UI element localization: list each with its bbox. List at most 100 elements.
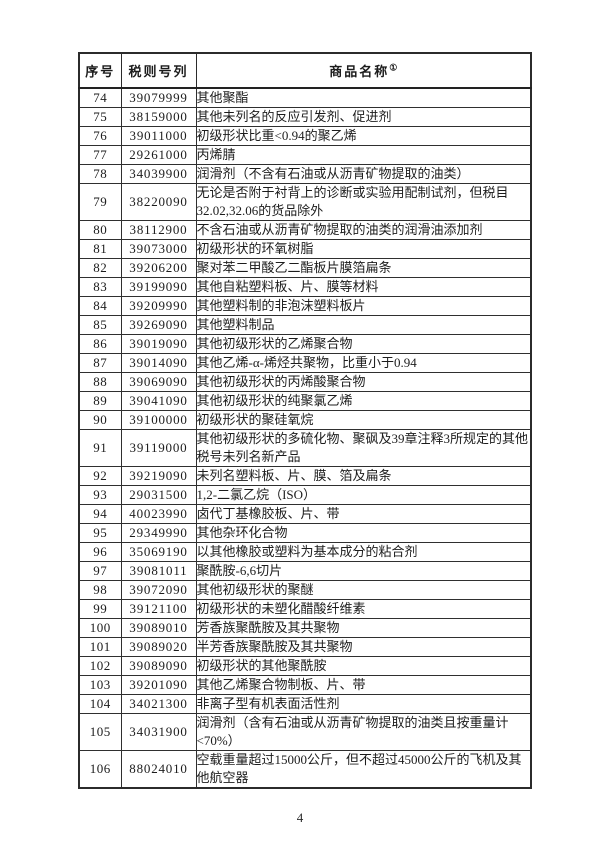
cell-serial-number: 97 [78,561,122,581]
table-row: 85 39269090 其他塑料制品 [78,315,532,335]
cell-tariff-code: 38112900 [120,220,197,240]
page-number: 4 [296,810,304,825]
cell-product-name: 卤代丁基橡胶板、片、带 [195,504,532,524]
table-row: 82 39206200 聚对苯二甲酸乙二酯板片膜箔扁条 [78,258,532,278]
cell-serial-number: 106 [78,750,122,789]
cell-tariff-code: 39089020 [120,637,197,657]
header-tariff-code: 税则号列 [120,52,197,89]
cell-product-name: 其他塑料制品 [195,315,532,335]
table-row: 101 39089020 半芳香族聚酰胺及其共聚物 [78,637,532,657]
cell-product-name: 初级形状的环氧树脂 [195,239,532,259]
cell-tariff-code: 39119000 [120,429,197,467]
cell-tariff-code: 39081011 [120,561,197,581]
cell-product-name: 无论是否附于衬背上的诊断或实验用配制试剂，但税目32.02,32.06的货品除外 [195,183,532,221]
cell-tariff-code: 39014090 [120,353,197,373]
table-row: 81 39073000 初级形状的环氧树脂 [78,239,532,259]
cell-serial-number: 98 [78,580,122,600]
cell-tariff-code: 39100000 [120,410,197,430]
table-row: 89 39041090 其他初级形状的纯聚氯乙烯 [78,391,532,411]
cell-product-name: 以其他橡胶或塑料为基本成分的粘合剂 [195,542,532,562]
table-row: 80 38112900 不含石油或从沥青矿物提取的油类的润滑油添加剂 [78,220,532,240]
cell-tariff-code: 29031500 [120,485,197,505]
cell-serial-number: 79 [78,183,122,221]
cell-serial-number: 76 [78,126,122,146]
cell-product-name: 非离子型有机表面活性剂 [195,694,532,714]
cell-product-name: 其他初级形状的多硫化物、聚砜及39章注释3所规定的其他税号未列名新产品 [195,429,532,467]
cell-serial-number: 93 [78,485,122,505]
cell-tariff-code: 39089010 [120,618,197,638]
cell-tariff-code: 39199090 [120,277,197,297]
cell-product-name: 1,2-二氯乙烷（ISO） [195,485,532,505]
cell-serial-number: 80 [78,220,122,240]
cell-serial-number: 101 [78,637,122,657]
cell-product-name: 芳香族聚酰胺及其共聚物 [195,618,532,638]
table-row: 87 39014090 其他乙烯-α-烯烃共聚物，比重小于0.94 [78,353,532,373]
table-row: 83 39199090 其他自粘塑料板、片、膜等材料 [78,277,532,297]
cell-serial-number: 81 [78,239,122,259]
cell-serial-number: 100 [78,618,122,638]
table-row: 79 38220090 无论是否附于衬背上的诊断或实验用配制试剂，但税目32.02,… [78,183,532,221]
cell-product-name: 其他塑料制的非泡沫塑料板片 [195,296,532,316]
cell-tariff-code: 39041090 [120,391,197,411]
table-row: 86 39019090 其他初级形状的乙烯聚合物 [78,334,532,354]
cell-serial-number: 86 [78,334,122,354]
cell-serial-number: 90 [78,410,122,430]
table-row: 96 35069190 以其他橡胶或塑料为基本成分的粘合剂 [78,542,532,562]
cell-tariff-code: 35069190 [120,542,197,562]
cell-product-name: 空载重量超过15000公斤，但不超过45000公斤的飞机及其他航空器 [195,750,532,789]
header-product-name: 商品名称① [195,52,532,89]
cell-serial-number: 78 [78,164,122,184]
table-row: 97 39081011 聚酰胺-6,6切片 [78,561,532,581]
table-row: 93 29031500 1,2-二氯乙烷（ISO） [78,485,532,505]
cell-tariff-code: 38220090 [120,183,197,221]
tariff-table: 序号 税则号列 商品名称① 74 39079999 其他聚酯 75 38159000 其他… [78,52,532,789]
cell-serial-number: 84 [78,296,122,316]
cell-serial-number: 87 [78,353,122,373]
cell-tariff-code: 39219090 [120,466,197,486]
cell-tariff-code: 39079999 [120,87,197,108]
cell-product-name: 不含石油或从沥青矿物提取的油类的润滑油添加剂 [195,220,532,240]
table-row: 91 39119000 其他初级形状的多硫化物、聚砜及39章注释3所规定的其他税号未… [78,429,532,467]
cell-product-name: 其他初级形状的乙烯聚合物 [195,334,532,354]
cell-product-name: 初级形状的未塑化醋酸纤维素 [195,599,532,619]
cell-serial-number: 89 [78,391,122,411]
table-row: 95 29349990 其他杂环化合物 [78,523,532,543]
cell-product-name: 聚对苯二甲酸乙二酯板片膜箔扁条 [195,258,532,278]
cell-tariff-code: 39011000 [120,126,197,146]
cell-tariff-code: 39019090 [120,334,197,354]
cell-product-name: 润滑剂（含有石油或从沥青矿物提取的油类且按重量计<70%） [195,713,532,751]
cell-serial-number: 85 [78,315,122,335]
cell-tariff-code: 39121100 [120,599,197,619]
cell-serial-number: 82 [78,258,122,278]
cell-product-name: 丙烯腈 [195,145,532,165]
cell-tariff-code: 34021300 [120,694,197,714]
cell-tariff-code: 39069090 [120,372,197,392]
cell-tariff-code: 34039900 [120,164,197,184]
table-row: 106 88024010 空载重量超过15000公斤，但不超过45000公斤的飞机及… [78,750,532,789]
table-row: 98 39072090 其他初级形状的聚醚 [78,580,532,600]
footnote-marker: ① [389,62,398,73]
cell-tariff-code: 39269090 [120,315,197,335]
cell-tariff-code: 39206200 [120,258,197,278]
table-row: 75 38159000 其他未列名的反应引发剂、促进剂 [78,107,532,127]
cell-serial-number: 99 [78,599,122,619]
table-row: 90 39100000 初级形状的聚硅氧烷 [78,410,532,430]
cell-serial-number: 96 [78,542,122,562]
table-row: 94 40023990 卤代丁基橡胶板、片、带 [78,504,532,524]
table-row: 84 39209990 其他塑料制的非泡沫塑料板片 [78,296,532,316]
table-row: 92 39219090 未列名塑料板、片、膜、箔及扁条 [78,466,532,486]
cell-tariff-code: 88024010 [120,750,197,789]
cell-tariff-code: 29261000 [120,145,197,165]
cell-serial-number: 104 [78,694,122,714]
cell-product-name: 初级形状的其他聚酰胺 [195,656,532,676]
cell-serial-number: 102 [78,656,122,676]
cell-tariff-code: 39072090 [120,580,197,600]
cell-tariff-code: 38159000 [120,107,197,127]
cell-product-name: 其他聚酯 [195,87,532,108]
cell-serial-number: 92 [78,466,122,486]
cell-serial-number: 105 [78,713,122,751]
table-row: 77 29261000 丙烯腈 [78,145,532,165]
table-row: 102 39089090 初级形状的其他聚酰胺 [78,656,532,676]
cell-product-name: 未列名塑料板、片、膜、箔及扁条 [195,466,532,486]
